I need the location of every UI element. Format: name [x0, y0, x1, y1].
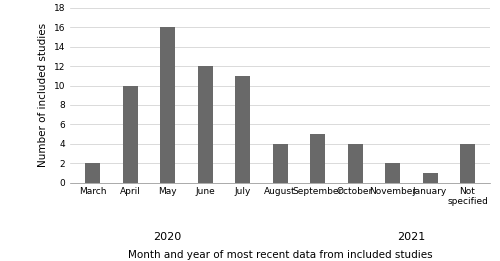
Bar: [422, 173, 438, 183]
Bar: [235, 76, 250, 183]
Bar: [310, 134, 325, 183]
Bar: [160, 27, 175, 183]
Bar: [460, 144, 475, 183]
Bar: [122, 86, 138, 183]
Bar: [198, 66, 212, 183]
Text: 2020: 2020: [154, 232, 182, 242]
Bar: [85, 163, 100, 183]
Text: 2021: 2021: [397, 232, 426, 242]
Bar: [348, 144, 362, 183]
Bar: [272, 144, 287, 183]
Y-axis label: Number of included studies: Number of included studies: [38, 23, 48, 167]
Text: Month and year of most recent data from included studies: Month and year of most recent data from …: [128, 250, 432, 260]
Bar: [385, 163, 400, 183]
